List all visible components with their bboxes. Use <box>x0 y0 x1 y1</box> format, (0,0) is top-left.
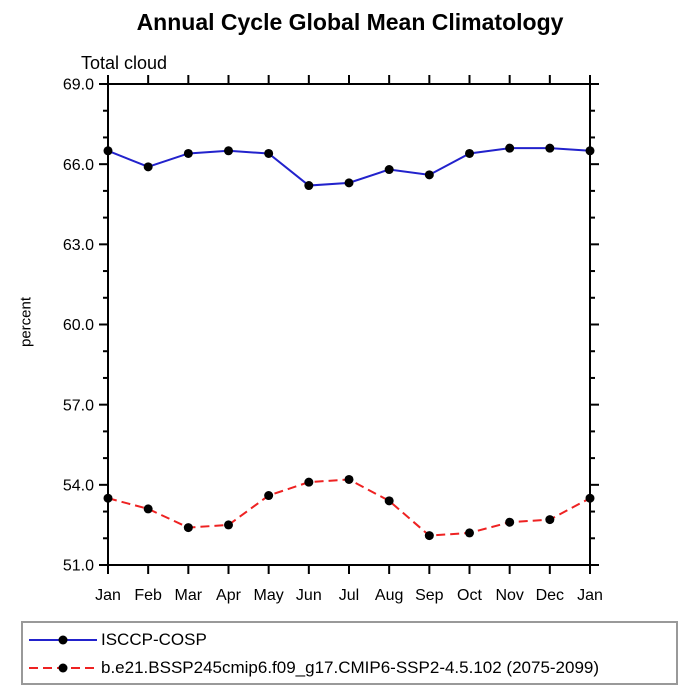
plot-area: 51.0 54.0 57.0 60.0 63.0 66.0 69.0 Jan Feb Mar Apr… <box>63 75 603 604</box>
data-point-marker <box>344 474 354 484</box>
x-tick-label: Feb <box>134 587 162 604</box>
legend-line-sample-dashed <box>29 663 97 673</box>
data-point-marker <box>183 523 193 533</box>
x-tick-label: Nov <box>495 587 523 604</box>
y-tick-label: 60.0 <box>63 317 94 334</box>
chart-title: Annual Cycle Global Mean Climatology <box>136 9 564 35</box>
data-point-marker <box>585 493 595 503</box>
data-point-marker <box>545 143 555 153</box>
x-tick-label: Mar <box>175 587 203 604</box>
data-point-marker <box>585 146 595 156</box>
y-tick-label: 51.0 <box>63 558 94 575</box>
data-point-marker <box>545 515 555 525</box>
data-point-marker <box>103 146 113 156</box>
x-tick-label: Jan <box>95 587 121 604</box>
data-point-marker <box>384 165 394 175</box>
data-point-marker <box>264 491 274 501</box>
data-point-marker <box>183 148 193 158</box>
x-tick-label: Apr <box>216 587 242 604</box>
data-point-marker <box>304 477 314 487</box>
y-tick-label: 69.0 <box>63 77 94 94</box>
legend-line-sample-solid <box>29 635 97 645</box>
legend-row-model: b.e21.BSSP245cmip6.f09_g17.CMIP6-SSP2-4.… <box>23 654 676 682</box>
data-point-marker <box>264 148 274 158</box>
y-tick-label: 54.0 <box>63 477 94 494</box>
legend-label-isccp-cosp: ISCCP-COSP <box>101 630 207 649</box>
chart-subtitle: Total cloud <box>81 53 168 73</box>
x-tick-label: Sep <box>415 587 444 604</box>
x-tick-label: Aug <box>375 587 403 604</box>
data-point-marker <box>384 496 394 506</box>
y-tick-label: 63.0 <box>63 237 94 254</box>
data-point-marker <box>424 531 434 541</box>
x-tick-label: Oct <box>457 587 482 604</box>
data-point-marker <box>224 146 233 156</box>
series-line-model <box>107 478 591 537</box>
data-point-marker <box>224 520 233 530</box>
legend-label-model: b.e21.BSSP245cmip6.f09_g17.CMIP6-SSP2-4.… <box>101 658 600 677</box>
data-point-marker <box>103 493 113 503</box>
data-point-marker <box>505 143 515 153</box>
y-tick-label: 57.0 <box>63 397 94 414</box>
legend-box: ISCCP-COSP b.e21.BSSP245cmip6.f09_g17.CM… <box>21 621 678 685</box>
data-point-marker <box>344 178 354 188</box>
data-point-marker <box>304 181 314 191</box>
x-tick-label: Jun <box>296 587 322 604</box>
x-tick-label: Jul <box>339 587 359 604</box>
data-point-marker <box>143 504 153 514</box>
x-tick-label: Jan <box>577 587 603 604</box>
data-point-marker <box>465 528 474 538</box>
data-point-marker <box>424 170 434 180</box>
y-tick-label: 66.0 <box>63 157 94 174</box>
data-point-marker <box>143 162 153 172</box>
x-tick-label: Dec <box>536 587 564 604</box>
data-point-marker <box>465 148 474 158</box>
legend-row-isccp-cosp: ISCCP-COSP <box>23 626 676 654</box>
x-tick-label: May <box>254 587 284 604</box>
data-point-marker <box>505 517 515 527</box>
